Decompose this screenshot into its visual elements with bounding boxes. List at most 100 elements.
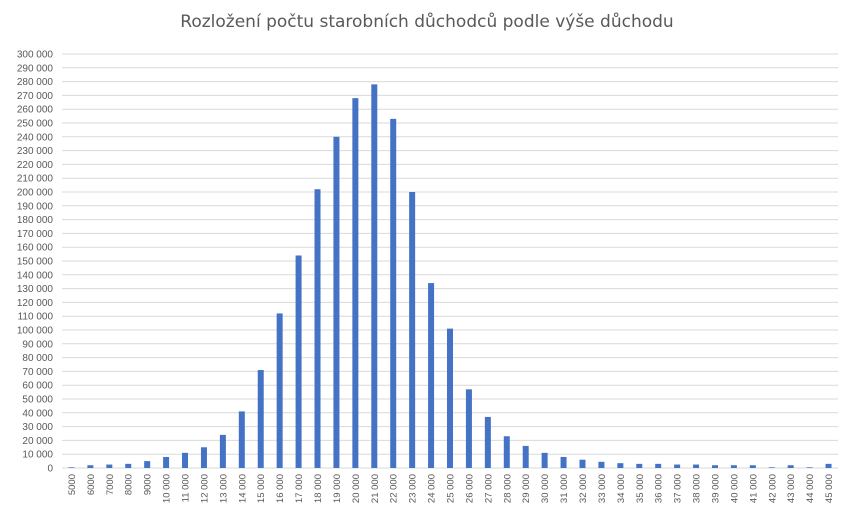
x-tick-label: 41 000 <box>748 474 759 503</box>
y-tick-label: 140 000 <box>17 270 54 281</box>
x-tick-label: 12 000 <box>199 474 210 503</box>
bar <box>371 84 378 469</box>
y-axis-tick-labels: 0 10 000 20 000 30 000 40 000 50 000 60 000 70 … <box>17 50 54 475</box>
x-tick-label: 16 000 <box>275 474 286 503</box>
y-tick-label: 80 000 <box>22 353 53 364</box>
bar <box>787 465 794 468</box>
x-tick-label: 43 000 <box>786 474 797 503</box>
x-tick-label: 37 000 <box>673 474 684 503</box>
bar <box>295 255 302 468</box>
bar <box>806 467 813 468</box>
bar <box>87 465 94 468</box>
bar <box>579 459 586 468</box>
x-tick-label: 22 000 <box>389 474 400 503</box>
y-tick-label: 200 000 <box>17 188 54 199</box>
y-tick-label: 210 000 <box>17 174 54 185</box>
x-tick-label: 10 000 <box>162 474 173 503</box>
y-tick-label: 290 000 <box>17 63 54 74</box>
x-tick-label: 9000 <box>143 474 154 495</box>
y-tick-label: 90 000 <box>22 339 53 350</box>
y-tick-label: 230 000 <box>17 146 54 157</box>
x-tick-label: 39 000 <box>710 474 721 503</box>
y-tick-label: 180 000 <box>17 215 54 226</box>
bar <box>200 447 207 468</box>
bar <box>257 370 264 468</box>
bar <box>825 463 832 468</box>
bar <box>730 465 737 468</box>
x-tick-label: 33 000 <box>597 474 608 503</box>
bar <box>428 283 435 468</box>
x-tick-label: 6000 <box>86 474 97 495</box>
bar <box>182 452 189 468</box>
y-tick-label: 170 000 <box>17 229 54 240</box>
bar <box>522 445 529 468</box>
bar <box>390 118 397 469</box>
y-tick-label: 130 000 <box>17 284 54 295</box>
x-tick-label: 18 000 <box>313 474 324 503</box>
y-tick-label: 100 000 <box>17 326 54 337</box>
y-tick-label: 150 000 <box>17 257 54 268</box>
bar <box>333 136 340 469</box>
x-tick-label: 31 000 <box>559 474 570 503</box>
x-tick-label: 25 000 <box>446 474 457 503</box>
x-tick-label: 23 000 <box>408 474 419 503</box>
x-tick-label: 45 000 <box>824 474 835 503</box>
bar <box>465 389 472 468</box>
x-tick-label: 36 000 <box>654 474 665 503</box>
bar <box>693 464 700 468</box>
bar <box>238 411 245 468</box>
bar <box>276 313 283 468</box>
x-tick-label: 21 000 <box>370 474 381 503</box>
x-tick-label: 44 000 <box>805 474 816 503</box>
y-tick-label: 120 000 <box>17 298 54 309</box>
x-tick-label: 40 000 <box>729 474 740 503</box>
bars <box>68 84 832 469</box>
y-tick-label: 250 000 <box>17 119 54 130</box>
x-tick-label: 11 000 <box>181 474 192 502</box>
x-tick-label: 20 000 <box>351 474 362 503</box>
bar <box>163 456 170 468</box>
x-tick-label: 38 000 <box>692 474 703 503</box>
bar <box>503 436 510 468</box>
x-tick-label: 32 000 <box>578 474 589 503</box>
x-tick-label: 35 000 <box>635 474 646 503</box>
bar <box>68 467 75 468</box>
x-tick-label: 27 000 <box>483 474 494 503</box>
x-tick-label: 5000 <box>67 474 78 495</box>
bar <box>560 456 567 468</box>
y-tick-label: 30 000 <box>22 422 53 433</box>
x-axis-tick-labels: 5000 6000 7000 8000 9000 10 000 11 000 12 000 13… <box>67 474 835 503</box>
x-tick-label: 24 000 <box>427 474 438 503</box>
y-tick-label: 270 000 <box>17 91 54 102</box>
y-tick-label: 40 000 <box>22 408 53 419</box>
bar <box>655 463 662 468</box>
bar <box>768 467 775 468</box>
y-tick-label: 0 <box>47 464 53 475</box>
y-tick-label: 10 000 <box>22 450 53 461</box>
x-tick-label: 17 000 <box>294 474 305 503</box>
bar <box>125 463 132 468</box>
bar <box>447 328 453 468</box>
y-tick-label: 280 000 <box>17 77 54 88</box>
bar <box>749 465 756 468</box>
x-tick-label: 28 000 <box>502 474 513 503</box>
y-tick-label: 110 000 <box>18 312 54 323</box>
bar <box>598 461 605 468</box>
x-tick-label: 42 000 <box>767 474 778 503</box>
y-tick-label: 60 000 <box>22 381 53 392</box>
bar <box>636 463 643 468</box>
bar <box>674 464 681 468</box>
x-tick-label: 8000 <box>124 474 135 495</box>
bar <box>219 434 226 468</box>
y-tick-label: 160 000 <box>17 243 54 254</box>
y-tick-label: 260 000 <box>17 105 54 116</box>
x-tick-label: 19 000 <box>332 474 343 503</box>
x-tick-label: 15 000 <box>256 474 267 503</box>
x-tick-label: 30 000 <box>540 474 551 503</box>
bar <box>106 464 113 468</box>
chart-title: Rozložení počtu starobních důchodců podl… <box>180 12 674 32</box>
y-tick-label: 300 000 <box>17 50 54 61</box>
x-tick-label: 29 000 <box>521 474 532 503</box>
y-tick-label: 190 000 <box>17 201 54 212</box>
